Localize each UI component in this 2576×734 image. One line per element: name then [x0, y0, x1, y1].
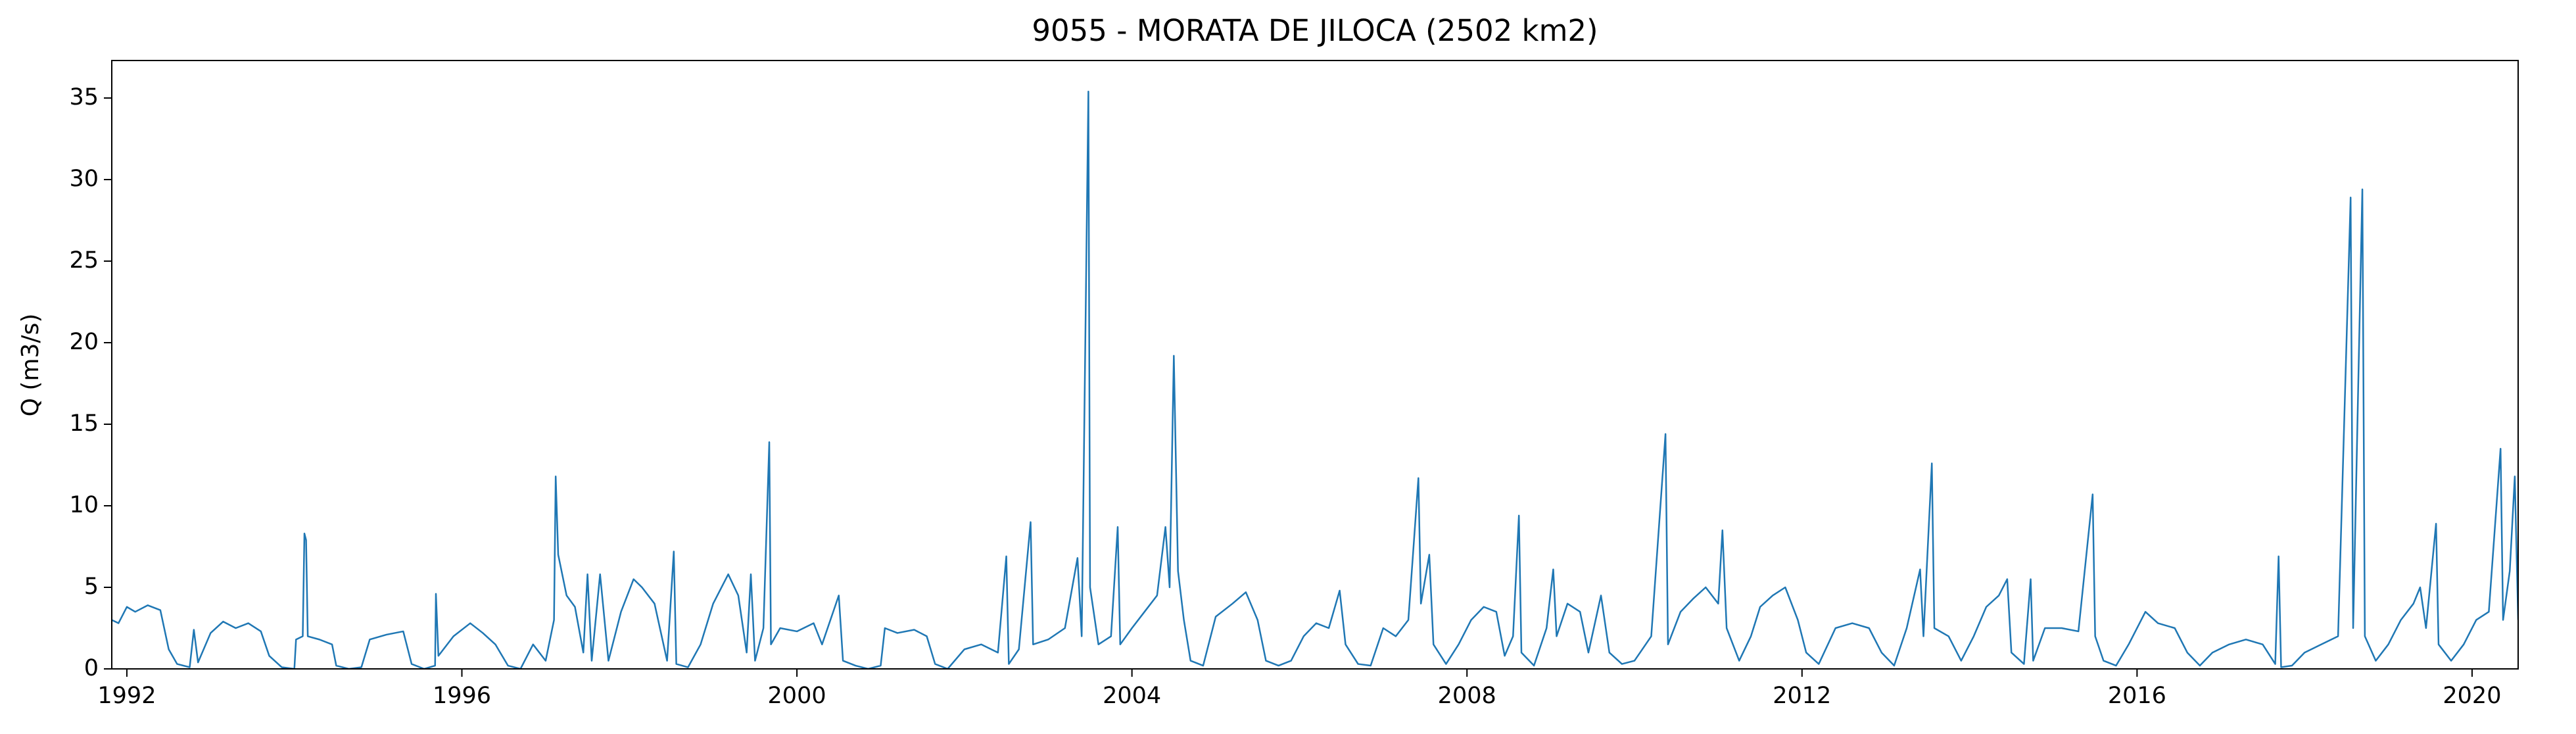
y-tick-label: 5: [84, 574, 99, 600]
y-tick-label: 15: [69, 410, 99, 437]
y-tick-label: 30: [69, 166, 99, 192]
y-tick-label: 25: [69, 247, 99, 274]
x-tick-label: 1996: [433, 683, 491, 709]
x-tick-label: 2000: [768, 683, 826, 709]
x-tick-label: 2012: [1773, 683, 1831, 709]
x-tick-label: 2008: [1438, 683, 1496, 709]
y-axis-label: Q (m3/s): [17, 314, 44, 417]
x-tick-label: 2004: [1103, 683, 1161, 709]
y-tick-label: 35: [69, 84, 99, 110]
y-tick-label: 0: [84, 655, 99, 681]
plot-frame: [111, 60, 2519, 670]
chart-title: 9055 - MORATA DE JILOCA (2502 km2): [1032, 13, 1598, 48]
y-tick-label: 20: [69, 329, 99, 355]
x-tick-label: 2020: [2443, 683, 2501, 709]
x-tick-label: 2016: [2108, 683, 2166, 709]
y-tick-label: 10: [69, 492, 99, 518]
x-tick-label: 1992: [97, 683, 156, 709]
data-line: [112, 90, 2518, 669]
